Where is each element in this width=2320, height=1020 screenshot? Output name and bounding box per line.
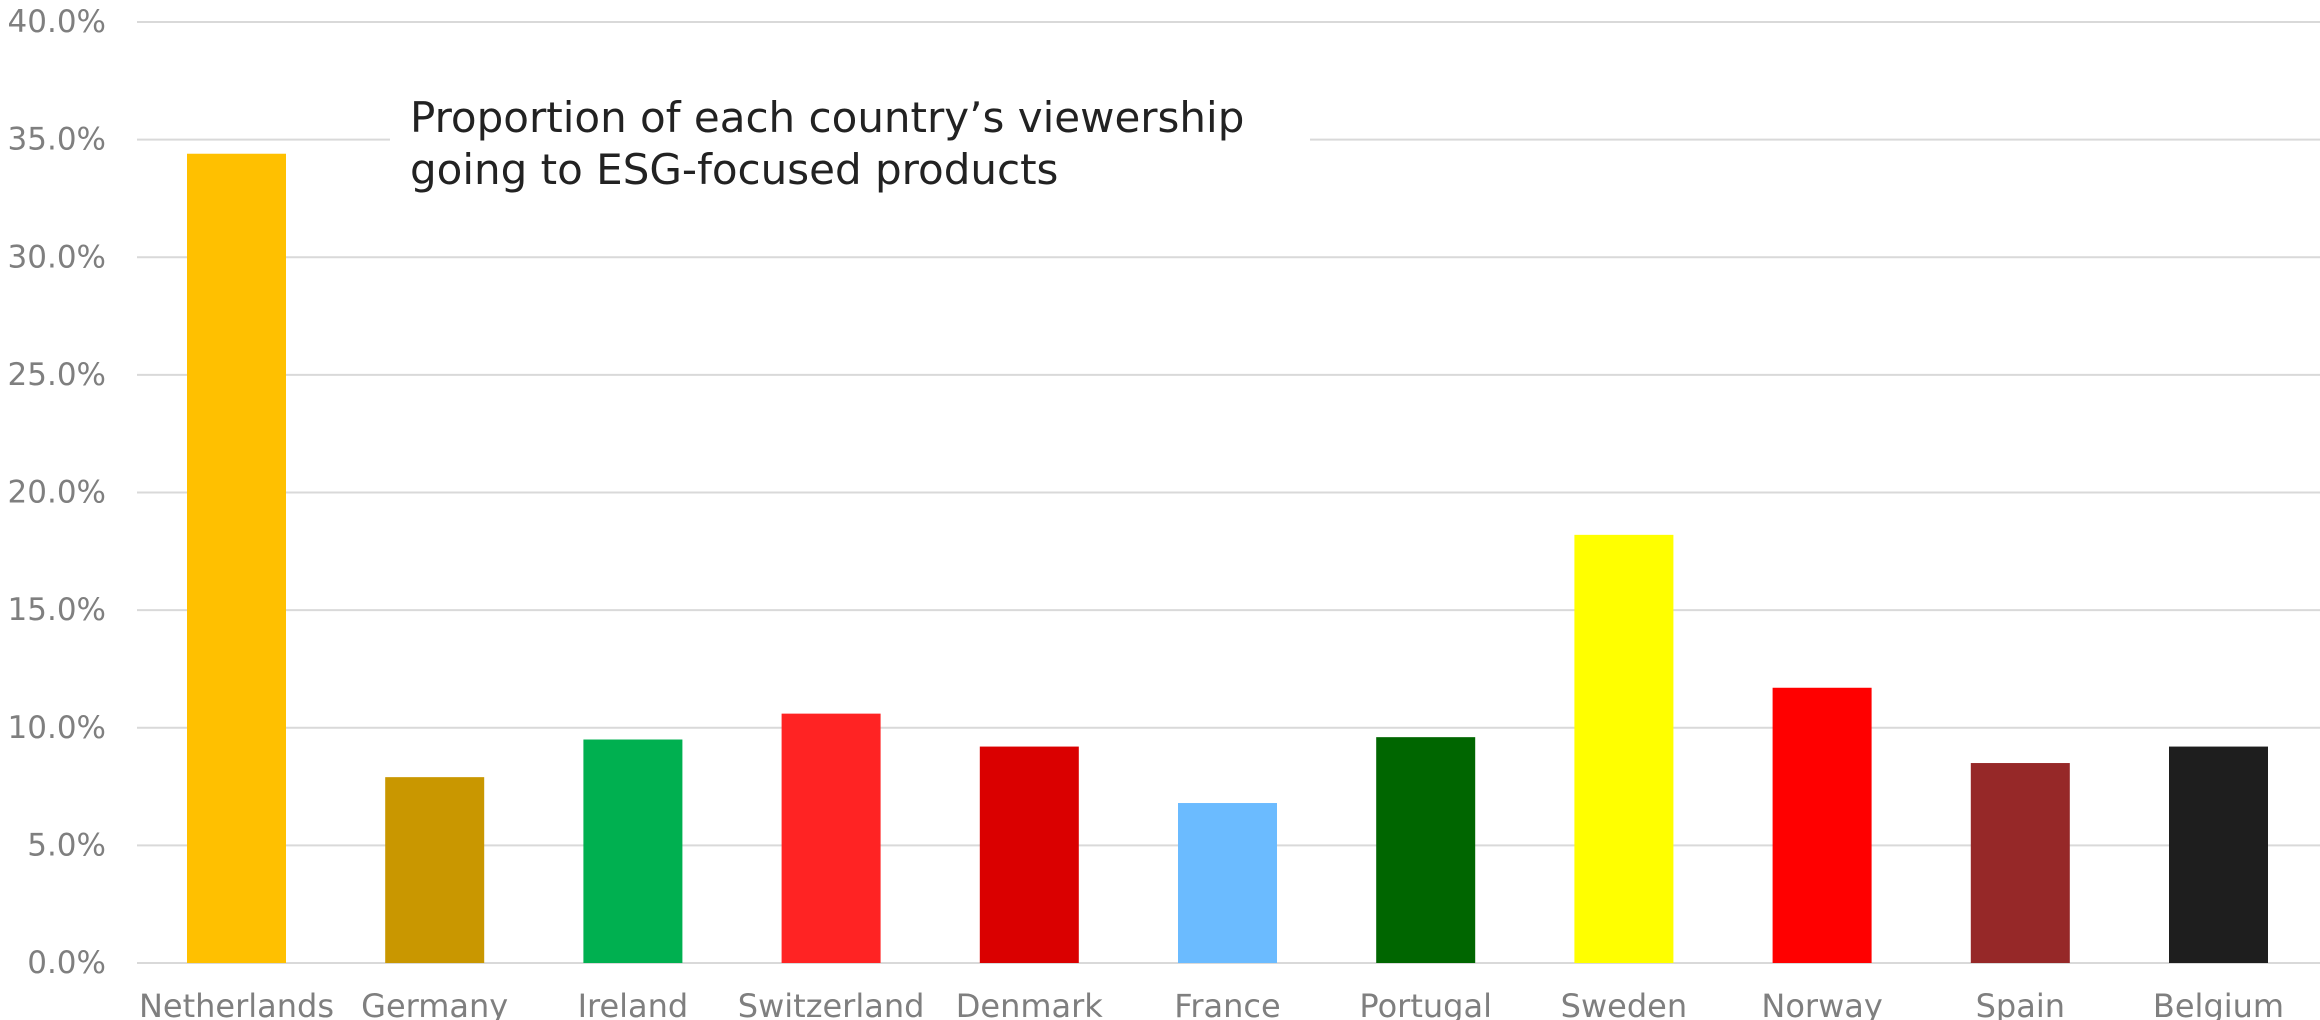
x-tick-label: Spain xyxy=(1976,987,2065,1020)
x-tick-label: Belgium xyxy=(2153,987,2284,1020)
bar-france xyxy=(1178,803,1277,963)
bar-portugal xyxy=(1376,737,1476,963)
y-tick-label: 25.0% xyxy=(8,357,106,393)
bar-netherlands xyxy=(187,153,286,964)
bar-switzerland xyxy=(781,713,881,963)
x-tick-label: Sweden xyxy=(1561,987,1687,1020)
y-tick-label: 15.0% xyxy=(8,592,106,628)
bar-germany xyxy=(385,777,485,963)
y-tick-label: 40.0% xyxy=(8,4,106,40)
bar-spain xyxy=(1970,763,2070,963)
x-tick-label: Denmark xyxy=(956,987,1104,1020)
chart-title: Proportion of each country’s viewership … xyxy=(390,88,1310,206)
x-tick-label: France xyxy=(1174,987,1280,1020)
y-axis-ticks: 0.0% 5.0% 10.0% 15.0% 20.0% 25.0% 30.0% 35.0% 40… xyxy=(8,4,106,981)
x-tick-label: Portugal xyxy=(1359,987,1492,1020)
chart-title-line-1: Proportion of each country’s viewership xyxy=(410,93,1245,142)
x-tick-label: Germany xyxy=(361,987,508,1020)
bar-ireland xyxy=(583,739,683,963)
chart-title-line-2: going to ESG-focused products xyxy=(410,145,1059,194)
bar-belgium xyxy=(2169,746,2268,963)
gridlines xyxy=(137,21,2320,964)
y-tick-label: 35.0% xyxy=(8,122,106,158)
y-tick-label: 0.0% xyxy=(27,945,106,981)
x-tick-label: Norway xyxy=(1761,987,1882,1020)
x-tick-label: Switzerland xyxy=(738,987,925,1020)
bar-denmark xyxy=(979,746,1079,963)
x-axis-labels: Netherlands Germany Ireland Switzerland Denm… xyxy=(139,987,2284,1020)
bar-sweden xyxy=(1574,534,1674,963)
y-tick-label: 5.0% xyxy=(27,827,106,863)
x-tick-label: Netherlands xyxy=(139,987,334,1020)
y-tick-label: 10.0% xyxy=(8,710,106,746)
bars xyxy=(187,153,2268,964)
x-tick-label: Ireland xyxy=(578,987,689,1020)
y-tick-label: 20.0% xyxy=(8,475,106,511)
bar-norway xyxy=(1772,687,1872,963)
y-tick-label: 30.0% xyxy=(8,239,106,275)
